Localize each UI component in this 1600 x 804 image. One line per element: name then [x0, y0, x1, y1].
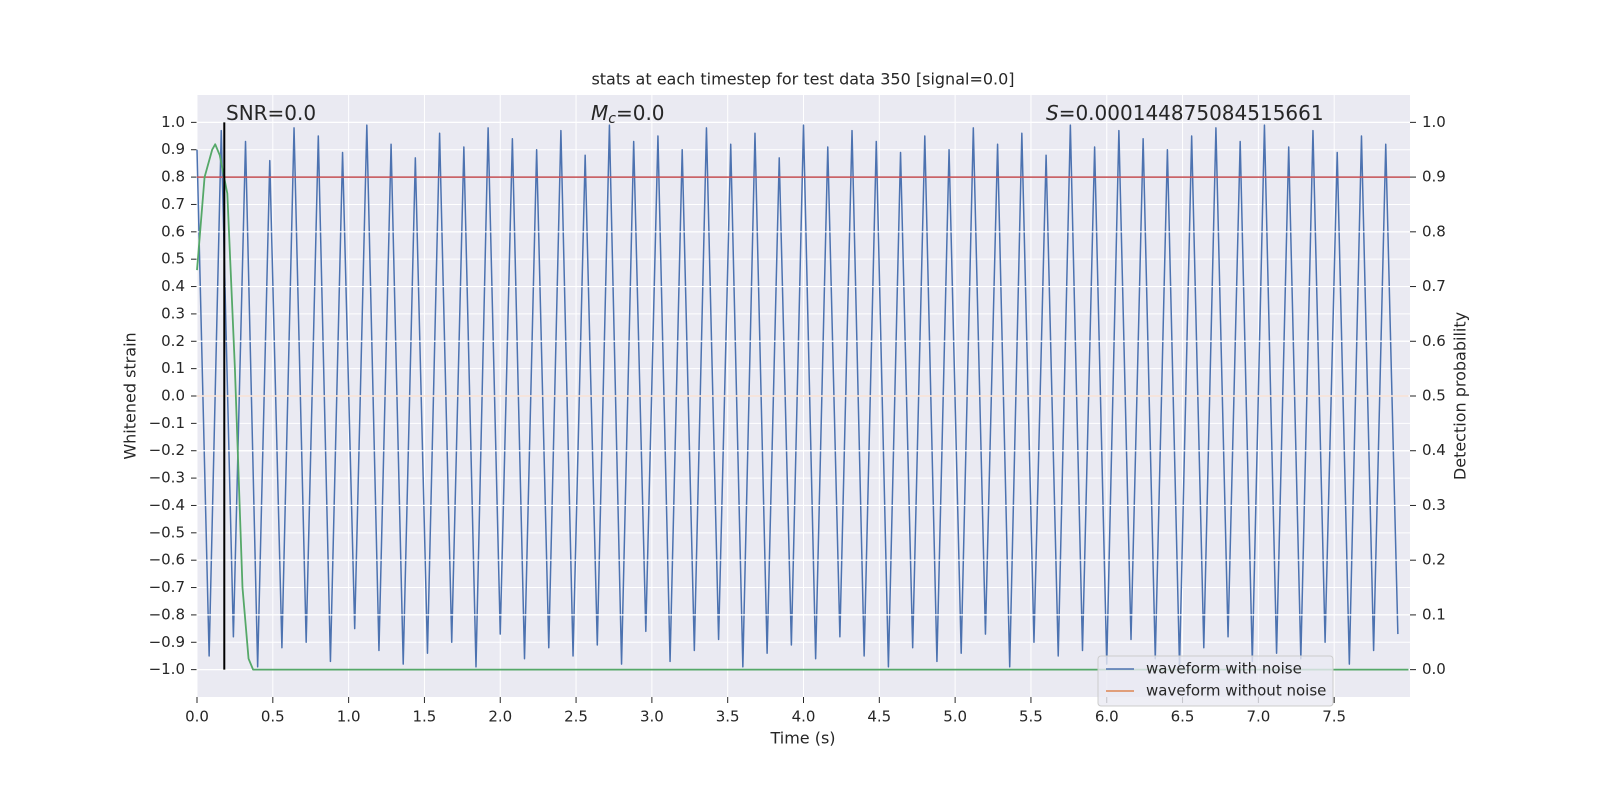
x-axis-label: Time (s) — [769, 729, 835, 748]
y-tick-label: 0.1 — [161, 359, 185, 377]
y-tick-label: −0.4 — [149, 496, 185, 514]
y-tick-label: 0.5 — [161, 250, 185, 268]
y-tick-label: −0.8 — [149, 605, 185, 623]
annotation-text: =0.0 — [616, 101, 665, 125]
y-tick-label: −0.2 — [149, 441, 185, 459]
x-tick-label: 0.5 — [261, 708, 285, 726]
x-tick-label: 3.0 — [640, 708, 664, 726]
annotation: SNR=0.0 — [226, 101, 316, 125]
y-tick-label: −0.7 — [149, 578, 185, 596]
legend-label: waveform without noise — [1146, 682, 1326, 700]
x-tick-label: 5.5 — [1019, 708, 1043, 726]
y-tick-label: 0.9 — [161, 140, 185, 158]
x-tick-label: 4.5 — [867, 708, 891, 726]
y-tick-label: 0.7 — [161, 195, 185, 213]
chart-title: stats at each timestep for test data 350… — [591, 70, 1014, 89]
legend-box — [1097, 655, 1334, 707]
annotation-symbol: M — [591, 101, 608, 125]
y-tick-label: 0.4 — [161, 277, 185, 295]
x-tick-label: 6.0 — [1095, 708, 1119, 726]
y-axis-label: Whitened strain — [121, 332, 140, 459]
legend-label: waveform with noise — [1146, 660, 1302, 678]
y-tick-label: −1.0 — [149, 660, 185, 678]
series-line — [196, 124, 1399, 668]
annotation-text: =0.000144875084515661 — [1059, 101, 1324, 125]
annotation: S=0.000144875084515661 — [1046, 101, 1324, 125]
x-tick-label: 3.5 — [716, 708, 740, 726]
y-tick-label: −0.1 — [149, 414, 185, 432]
y-tick-label: 0.2 — [161, 332, 185, 350]
y-tick-label: −0.6 — [149, 551, 185, 569]
annotation-text: SNR=0.0 — [226, 101, 316, 125]
y-tick-label: −0.9 — [149, 633, 185, 651]
x-tick-label: 2.5 — [564, 708, 588, 726]
y2-tick-label: 0.5 — [1422, 387, 1446, 405]
x-tick-label: 0.0 — [185, 708, 209, 726]
y2-tick-label: 1.0 — [1422, 113, 1446, 131]
y2-tick-label: 0.3 — [1422, 496, 1446, 514]
y2-tick-label: 0.4 — [1422, 441, 1446, 459]
y2-axis-label: Detection probability — [1451, 312, 1470, 480]
x-tick-label: 7.0 — [1246, 708, 1270, 726]
y2-tick-label: 0.1 — [1422, 605, 1446, 623]
y-tick-label: −0.3 — [149, 469, 185, 487]
y-tick-label: 0.6 — [161, 222, 185, 240]
y-tick-label: 0.3 — [161, 304, 185, 322]
x-tick-label: 1.5 — [413, 708, 437, 726]
y2-tick-label: 0.8 — [1422, 222, 1446, 240]
y-tick-label: 1.0 — [161, 113, 185, 131]
annotation: Mc=0.0 — [591, 101, 665, 128]
y2-tick-label: 0.9 — [1422, 168, 1446, 186]
annotation-subscript: c — [608, 111, 616, 127]
x-tick-label: 7.5 — [1322, 708, 1346, 726]
x-tick-label: 4.0 — [792, 708, 816, 726]
x-tick-label: 6.5 — [1171, 708, 1195, 726]
y2-tick-label: 0.2 — [1422, 551, 1446, 569]
x-tick-label: 2.0 — [488, 708, 512, 726]
x-tick-label: 1.0 — [337, 708, 361, 726]
x-tick-label: 5.0 — [943, 708, 967, 726]
y2-tick-label: 0.6 — [1422, 332, 1446, 350]
probability-line — [196, 143, 1409, 671]
y2-tick-label: 0.0 — [1422, 660, 1446, 678]
y-tick-label: −0.5 — [149, 523, 185, 541]
y-tick-label: 0.8 — [161, 168, 185, 186]
y2-tick-label: 0.7 — [1422, 277, 1446, 295]
annotation-symbol: S — [1046, 101, 1059, 125]
y-tick-label: 0.0 — [161, 387, 185, 405]
